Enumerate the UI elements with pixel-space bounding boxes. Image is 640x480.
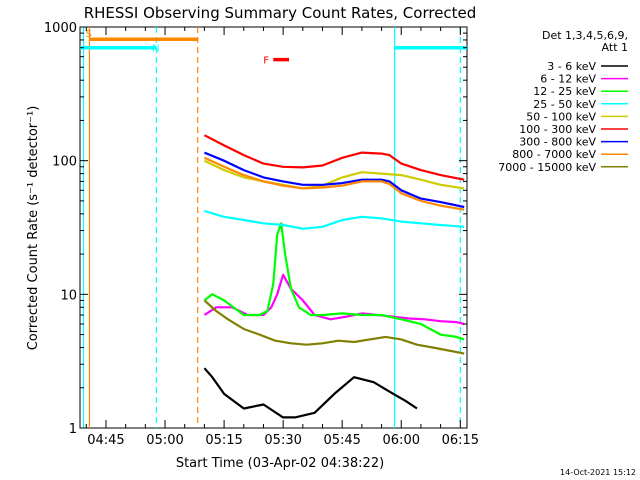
series-line-800-7000-kev	[203, 156, 465, 211]
legend-label-7: 800 - 7000 keV	[512, 148, 596, 161]
legend-label-1: 6 - 12 keV	[540, 73, 596, 86]
x-tick-label-2: 05:15	[205, 433, 242, 448]
y-tick-label-2: 100	[52, 155, 77, 170]
annotation-label-s: S	[85, 29, 91, 40]
x-tick-label-6: 06:15	[442, 433, 479, 448]
plot-frame	[79, 26, 468, 429]
legend-label-4: 50 - 100 keV	[526, 110, 596, 123]
legend-header-line-2: Att 1	[602, 41, 628, 54]
series-line-3-6-kev	[203, 367, 418, 419]
annotation-label-f: F	[263, 56, 269, 67]
legend-label-2: 12 - 25 keV	[533, 85, 596, 98]
legend-label-5: 100 - 300 keV	[519, 123, 596, 136]
chart-title: RHESSI Observing Summary Count Rates, Co…	[84, 4, 477, 22]
plot-area: S N F	[79, 26, 468, 429]
legend-header-line-1: Det 1,3,4,5,6,9,	[542, 29, 628, 42]
y-tick-label-1: 10	[60, 288, 77, 303]
x-tick-label-4: 05:45	[323, 433, 360, 448]
annotation-bars: S N F	[80, 29, 467, 67]
annotation-label-n: N	[152, 44, 159, 55]
y-axis-title: Corrected Count Rate (s⁻¹ detector⁻¹)	[26, 106, 41, 351]
series-line-12-25-kev	[203, 222, 465, 341]
series-line-100-300-kev	[203, 134, 465, 181]
x-axis: 04:45 05:00 05:15 05:30 05:45 06:00 06:15	[85, 27, 479, 448]
series-layer	[203, 134, 465, 419]
series-line-6-12-kev	[203, 273, 465, 326]
y-tick-label-3: 1000	[44, 21, 77, 36]
x-tick-label-3: 05:30	[264, 433, 301, 448]
series-line-25-50-kev	[204, 209, 465, 230]
series-line-50-100-kev	[203, 159, 465, 190]
x-tick-label-1: 05:00	[146, 433, 183, 448]
vertical-markers	[82, 27, 461, 428]
legend-label-3: 25 - 50 keV	[533, 98, 596, 111]
y-axis: 1 10 100 1000	[44, 21, 467, 437]
legend-label-6: 300 - 800 keV	[519, 136, 596, 149]
y-tick-label-0: 1	[69, 422, 77, 437]
series-line-7000-15000-kev	[203, 299, 465, 355]
series-line-300-800-kev	[203, 151, 465, 209]
legend-label-0: 3 - 6 keV	[547, 60, 596, 73]
footer-timestamp: 14-Oct-2021 15:12	[560, 468, 636, 477]
x-axis-title: Start Time (03-Apr-02 04:38:22)	[176, 456, 384, 471]
x-tick-label-0: 04:45	[87, 433, 124, 448]
x-tick-label-5: 06:00	[383, 433, 420, 448]
legend-label-8: 7000 - 15000 keV	[498, 161, 596, 174]
